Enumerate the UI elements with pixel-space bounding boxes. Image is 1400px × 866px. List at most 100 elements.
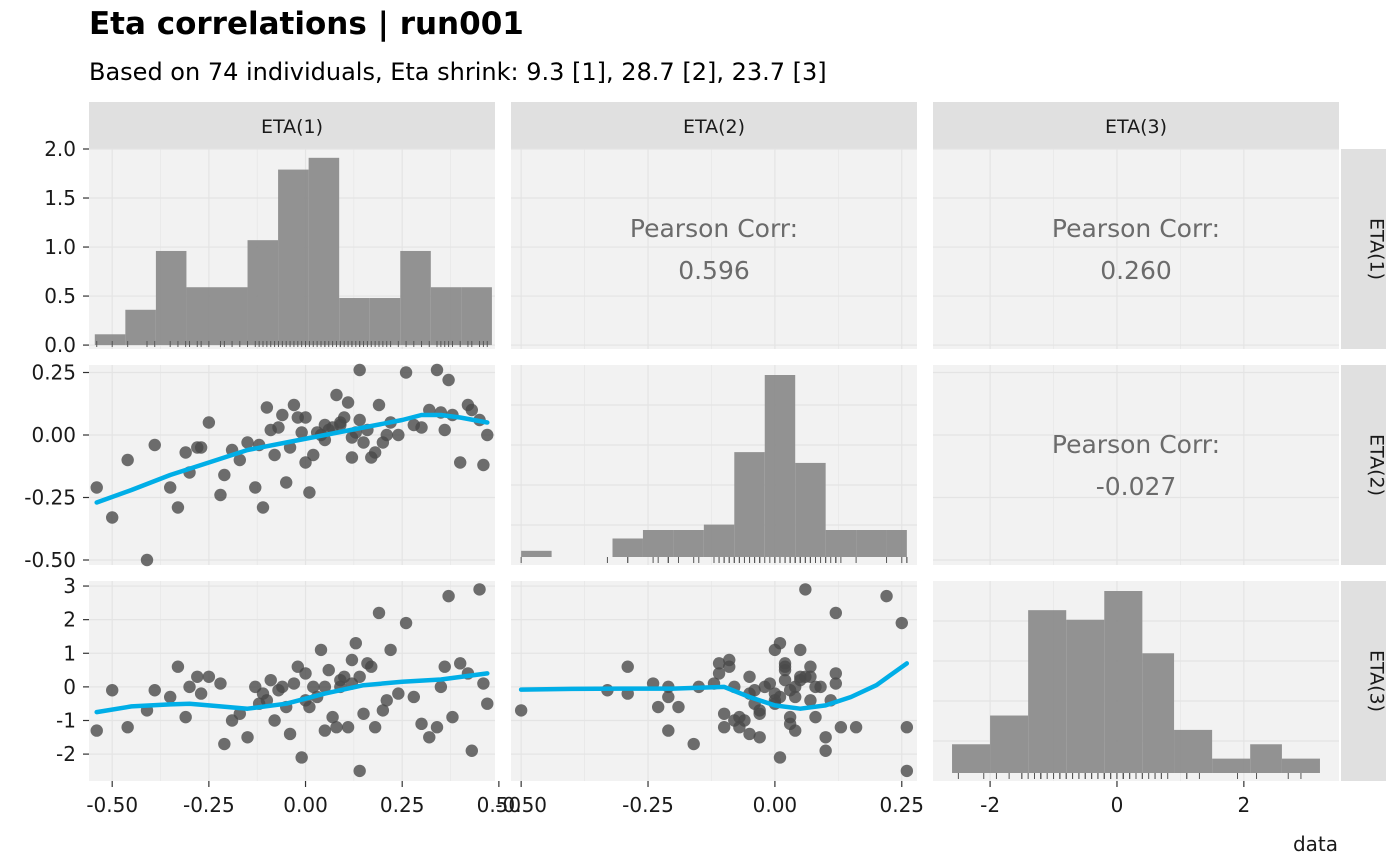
data-point [372, 606, 386, 620]
data-point [241, 731, 254, 744]
histogram-bar [339, 298, 370, 346]
data-point [743, 727, 756, 741]
data-point [345, 451, 359, 464]
strip-row-3 [1341, 581, 1386, 781]
histogram-bar [1250, 744, 1282, 773]
panel-background [511, 149, 917, 349]
data-point [717, 707, 731, 720]
y-tick-label: -1 [56, 708, 76, 732]
data-point [477, 458, 490, 472]
y-tick-label: 3 [63, 574, 76, 598]
data-point [318, 680, 332, 694]
histogram-bar [186, 287, 217, 346]
histogram-bar [1212, 758, 1251, 773]
data-point [392, 687, 405, 700]
histogram-bar [1174, 729, 1213, 773]
data-point [819, 731, 832, 744]
x-tick-label: -2 [980, 793, 1000, 817]
data-point [365, 660, 378, 673]
data-point [376, 704, 390, 717]
data-point [280, 476, 293, 489]
data-point [834, 721, 848, 734]
data-point [880, 589, 893, 603]
histogram-bar [94, 334, 126, 346]
x-tick-label: 0.25 [380, 793, 425, 817]
data-point [430, 363, 444, 377]
data-point [804, 694, 817, 707]
data-point [481, 697, 494, 710]
x-tick-label: 2 [1237, 793, 1250, 817]
y-tick-label: 0.00 [31, 423, 76, 447]
data-point [357, 436, 370, 449]
strip-col-label: ETA(3) [1105, 116, 1167, 138]
data-point [272, 421, 285, 434]
data-point [202, 670, 216, 683]
data-point [287, 398, 301, 412]
data-point [481, 428, 494, 442]
strip-col-3 [933, 102, 1339, 149]
data-point [434, 680, 448, 694]
data-point [299, 667, 312, 680]
data-point [783, 717, 797, 731]
figure-subtitle: Based on 74 individuals, Eta shrink: 9.3… [89, 58, 827, 86]
histogram-bar [1028, 610, 1067, 773]
data-point [477, 677, 490, 690]
data-point [268, 448, 281, 462]
data-point [307, 680, 320, 694]
data-point [753, 731, 766, 744]
data-point [454, 657, 467, 670]
data-point [345, 431, 359, 444]
data-point [473, 583, 486, 596]
data-point [330, 721, 343, 734]
x-tick-label: -0.50 [86, 793, 138, 817]
histogram-bar [247, 240, 279, 346]
data-point [353, 764, 366, 778]
smooth-line [518, 661, 910, 711]
data-point [743, 670, 756, 683]
data-point [214, 488, 227, 502]
data-point [819, 744, 832, 757]
data-point [295, 426, 308, 439]
data-point [392, 428, 405, 442]
data-point [121, 721, 134, 734]
y-tick-label: 1.5 [44, 186, 76, 210]
histogram-bar [734, 452, 765, 557]
histogram-bar [642, 530, 674, 557]
panel-1-2: Pearson Corr: 0.596 [511, 148, 917, 349]
histogram-bar [1104, 591, 1143, 773]
x-tick-label: 0.50 [477, 793, 522, 817]
panel-2-3: Pearson Corr: -0.027 [933, 365, 1339, 565]
histogram-bar [612, 538, 643, 557]
data-point [849, 721, 863, 734]
data-point [90, 481, 103, 494]
histogram-bar [430, 287, 462, 346]
data-point [438, 423, 451, 437]
data-point [299, 411, 312, 424]
data-point [256, 501, 270, 514]
histogram-bar [825, 530, 857, 557]
data-point [829, 667, 842, 680]
data-point [651, 700, 665, 714]
histogram-bar [795, 462, 826, 557]
data-point [733, 721, 746, 734]
panel-1-3: Pearson Corr: 0.260 [933, 148, 1339, 349]
data-point [399, 616, 413, 630]
data-point [171, 660, 185, 673]
data-point [662, 690, 675, 704]
data-point [179, 710, 192, 724]
data-point [514, 704, 528, 717]
data-point [283, 727, 297, 741]
pearson-corr-label: Pearson Corr: [630, 214, 798, 243]
panel-background [933, 365, 1339, 565]
strip-col-label: ETA(2) [683, 116, 745, 138]
data-point [407, 690, 420, 704]
data-point [465, 403, 478, 417]
strip-row-1 [1341, 149, 1386, 349]
strip-col-label: ETA(1) [261, 116, 323, 138]
figure-title: Eta correlations | run001 [89, 6, 524, 42]
data-point [249, 481, 262, 494]
x-tick-label: -0.50 [495, 793, 547, 817]
y-tick-label: 1 [63, 641, 76, 665]
histogram-bar [764, 375, 796, 557]
data-point [318, 724, 332, 737]
